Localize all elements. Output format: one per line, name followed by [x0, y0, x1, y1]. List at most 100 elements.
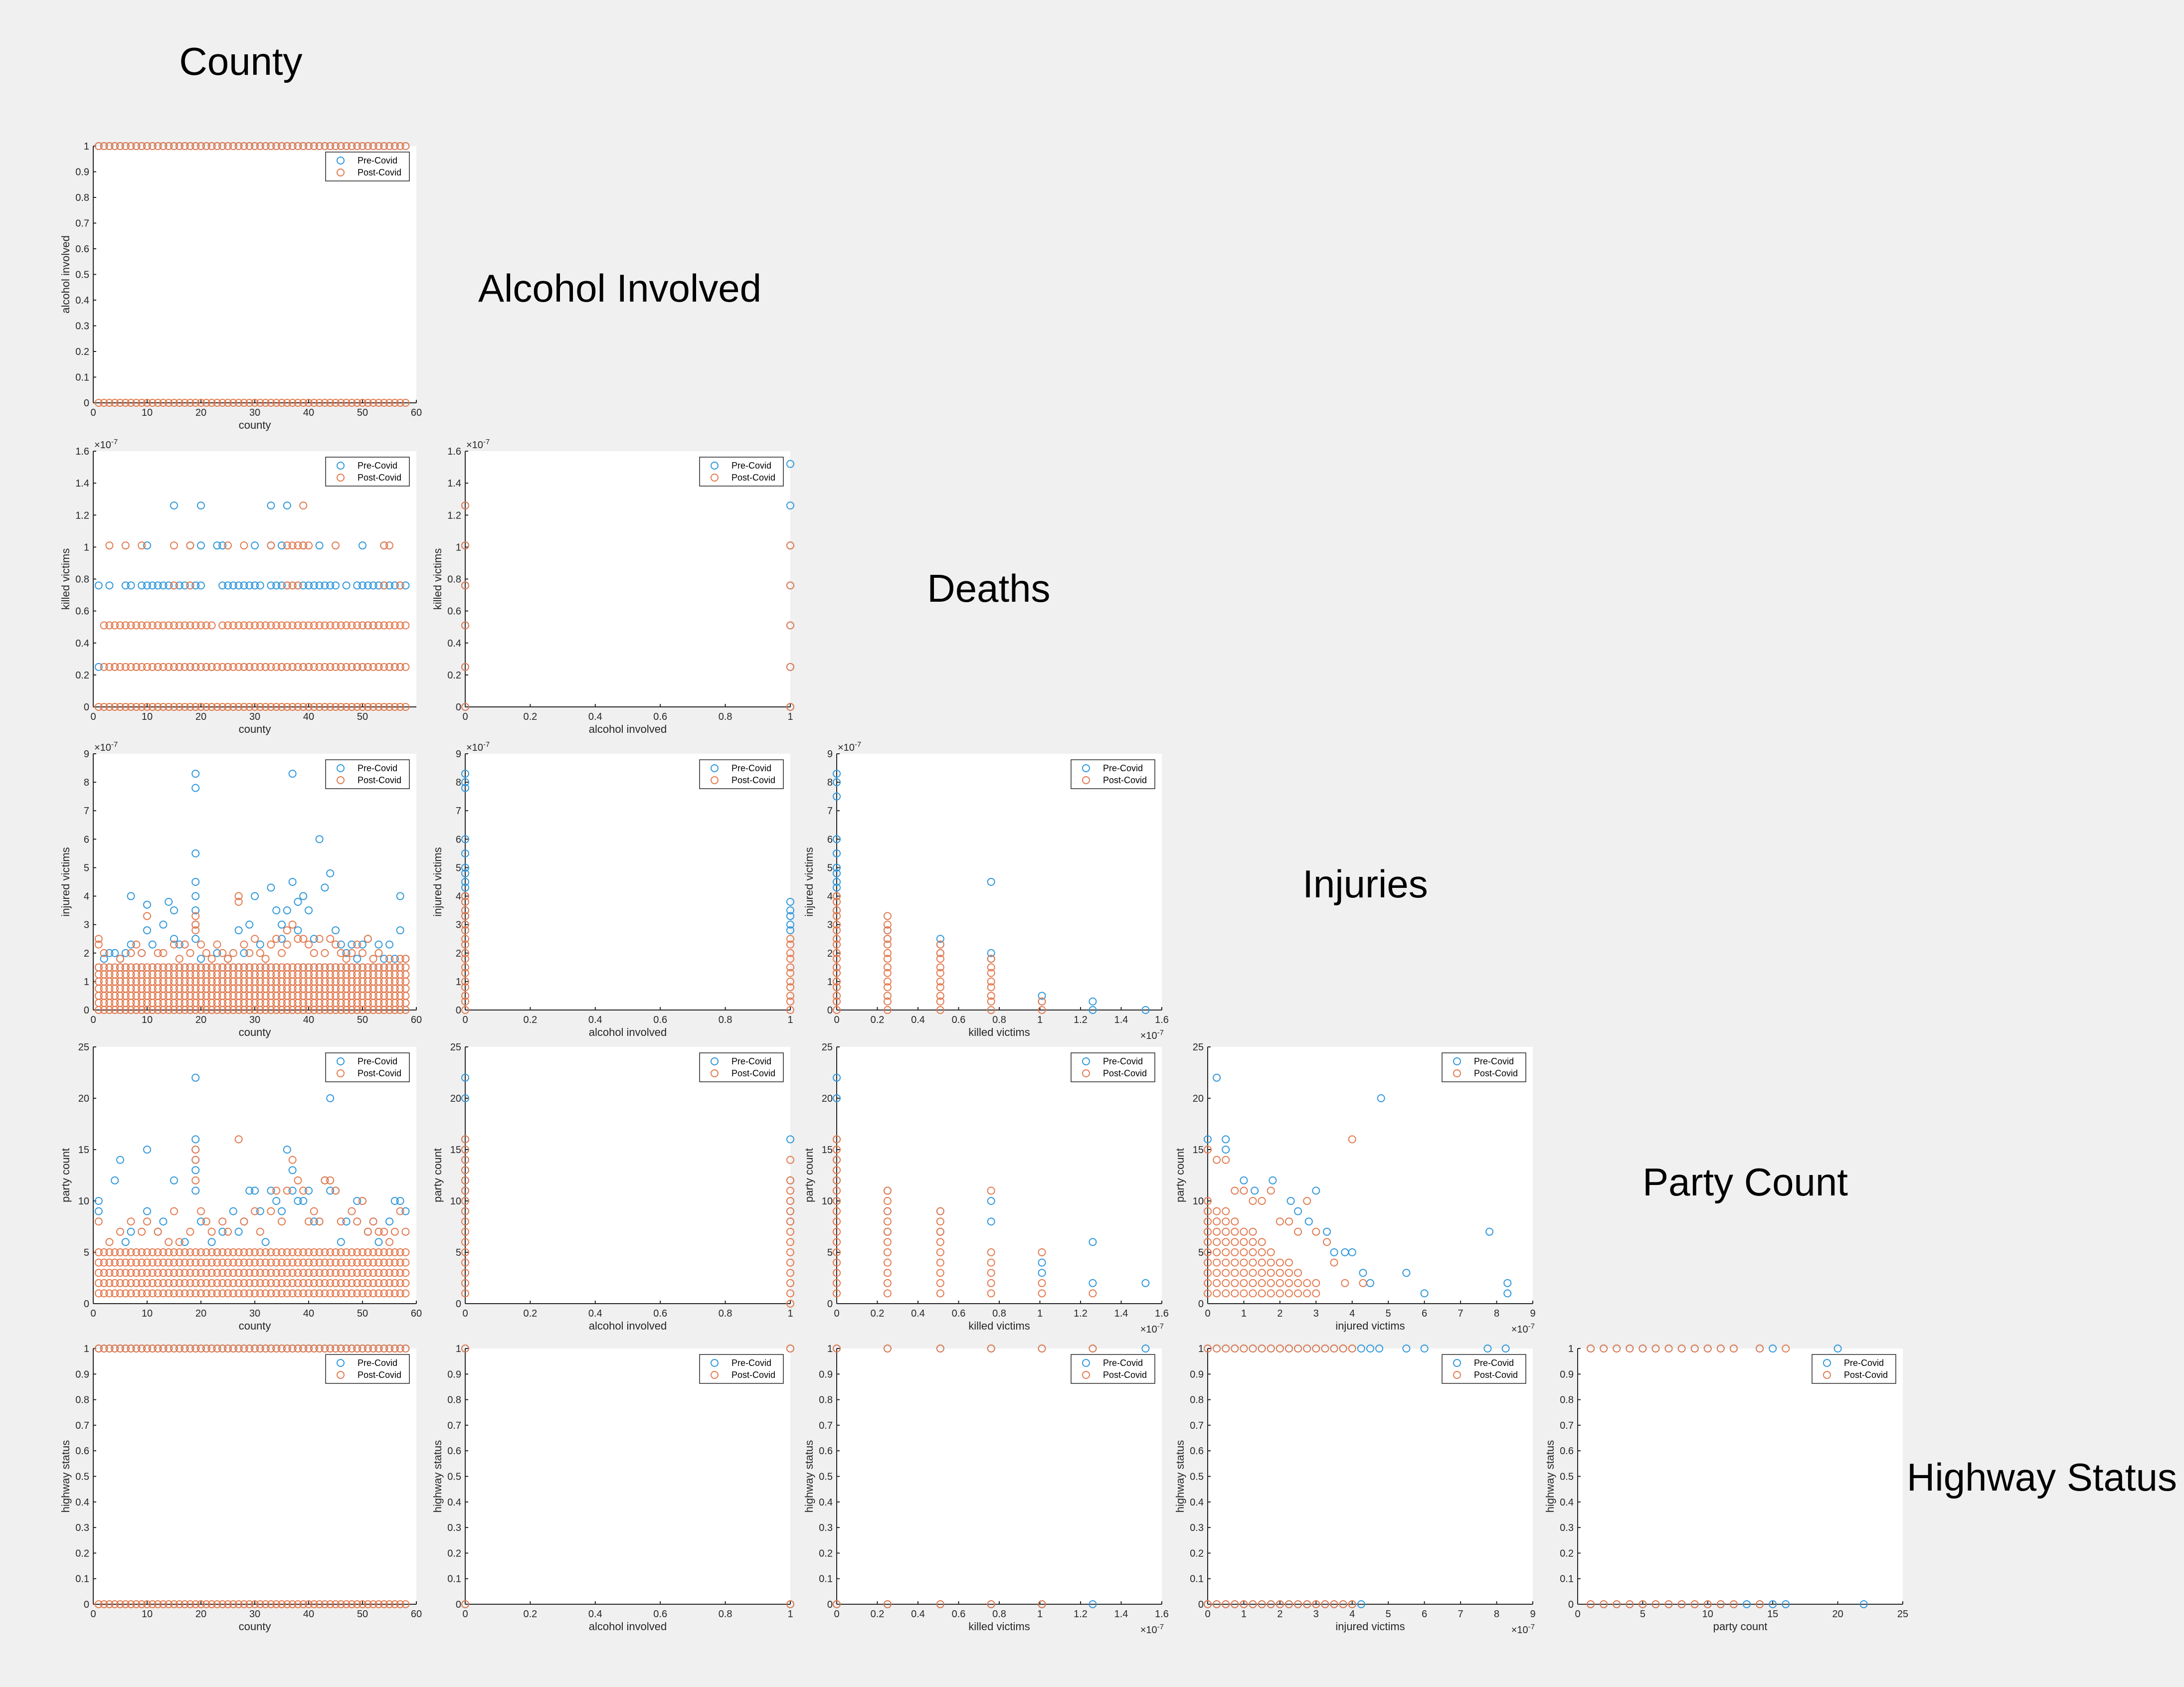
post-covid-point [127, 1600, 135, 1608]
y-tick-label: 0.8 [447, 574, 461, 585]
post-covid-point [170, 1289, 178, 1298]
post-covid-point [461, 1269, 469, 1277]
post-covid-point [364, 621, 372, 630]
post-covid-point [294, 1600, 302, 1608]
post-covid-point [1038, 1600, 1046, 1608]
post-covid-point [380, 541, 388, 550]
y-tick-label: 0.7 [447, 1420, 461, 1431]
post-covid-point [267, 1258, 275, 1267]
post-covid-point [202, 621, 210, 630]
post-covid-point [1756, 1345, 1764, 1352]
post-covid-point [461, 949, 469, 957]
post-covid-point [148, 663, 157, 671]
post-covid-point [105, 399, 114, 407]
post-covid-point [1321, 1600, 1329, 1608]
post-covid-point [380, 1227, 388, 1236]
post-covid-point [883, 992, 892, 1000]
pre-covid-point [321, 581, 329, 590]
post-covid-point [170, 963, 178, 972]
markers [94, 769, 410, 1014]
post-covid-point [234, 399, 243, 407]
legend-label: Post-Covid [1844, 1370, 1888, 1380]
post-covid-point [390, 1248, 399, 1256]
x-tick-label: 3 [1313, 1308, 1319, 1319]
post-covid-point [1204, 1345, 1212, 1352]
pre-covid-point [833, 883, 841, 892]
post-covid-point [390, 1258, 399, 1267]
pre-covid-point [1501, 1345, 1510, 1352]
pre-covid-point [181, 1238, 189, 1246]
post-covid-point [121, 1248, 130, 1256]
post-covid-point [116, 1600, 124, 1608]
post-covid-point [369, 1248, 377, 1256]
post-covid-point [833, 926, 841, 935]
post-covid-point [385, 663, 393, 671]
legend-label: Pre-Covid [1474, 1056, 1514, 1066]
post-covid-point [359, 1279, 366, 1287]
y-tick-label: 2 [827, 948, 833, 959]
post-covid-point [305, 1269, 313, 1277]
y-tick-label: 0.2 [75, 1548, 89, 1559]
x-tick-label: 0.2 [523, 1014, 537, 1025]
post-covid-point [143, 912, 151, 920]
x-tick-label: 60 [411, 1308, 422, 1319]
y-tick-label: 5 [827, 1247, 833, 1258]
pre-covid-point [267, 883, 275, 892]
scatter-panel-12: 0 0.2 0.4 0.6 0.8 100.10.20.30.40.50.60.70.80… [431, 1344, 794, 1633]
post-covid-point [191, 399, 200, 407]
post-covid-point [267, 1269, 275, 1277]
post-covid-point [251, 703, 259, 711]
post-covid-point [1204, 1217, 1212, 1226]
post-covid-point [234, 1269, 243, 1277]
post-covid-point [127, 1269, 135, 1277]
post-covid-point [256, 949, 264, 957]
x-axis-label: county [239, 1620, 271, 1633]
post-covid-point [833, 1289, 841, 1298]
legend-marker [711, 462, 719, 470]
post-covid-point [186, 581, 194, 590]
post-covid-point [94, 1600, 103, 1608]
x-tick-label: 1.6 [1155, 1609, 1169, 1620]
pre-covid-point [1222, 1146, 1230, 1154]
post-covid-point [353, 1600, 362, 1608]
pre-covid-point [337, 1238, 345, 1246]
post-covid-point [987, 1289, 995, 1298]
post-covid-point [299, 399, 308, 407]
post-covid-point [175, 1258, 183, 1267]
post-covid-point [100, 1248, 108, 1256]
y-tick-label: 0 [84, 702, 89, 713]
post-covid-point [278, 949, 286, 957]
pre-covid-point [1222, 1135, 1230, 1144]
post-covid-point [1729, 1600, 1738, 1608]
pre-covid-point [1402, 1345, 1411, 1352]
y-tick-label: 0.6 [1190, 1446, 1204, 1457]
post-covid-point [100, 963, 108, 972]
post-covid-point [461, 1345, 469, 1352]
pre-covid-point [234, 926, 243, 935]
pre-covid-point [1286, 1197, 1295, 1205]
pre-covid-point [213, 949, 221, 957]
post-covid-point [936, 1279, 944, 1287]
post-covid-point [245, 1279, 254, 1287]
post-covid-point [186, 1345, 194, 1352]
post-covid-point [191, 1176, 200, 1184]
post-covid-point [100, 663, 108, 671]
pre-covid-point [143, 926, 151, 935]
post-covid-point [267, 621, 275, 630]
y-tick-label: 0.9 [1190, 1369, 1204, 1380]
post-covid-point [132, 1345, 141, 1352]
post-covid-point [1312, 1279, 1320, 1287]
post-covid-point [315, 1289, 324, 1298]
post-covid-point [251, 1269, 259, 1277]
x-tick-label: 0.6 [653, 1014, 667, 1025]
post-covid-point [256, 963, 264, 972]
post-covid-point [321, 1269, 329, 1277]
post-covid-point [294, 541, 302, 550]
post-covid-point [1204, 1197, 1212, 1205]
x-tick-label: 30 [249, 1014, 260, 1025]
post-covid-point [186, 703, 194, 711]
post-covid-point [374, 1227, 383, 1236]
post-covid-point [385, 1238, 393, 1246]
pre-covid-point [1769, 1345, 1777, 1352]
pre-covid-point [213, 541, 221, 550]
